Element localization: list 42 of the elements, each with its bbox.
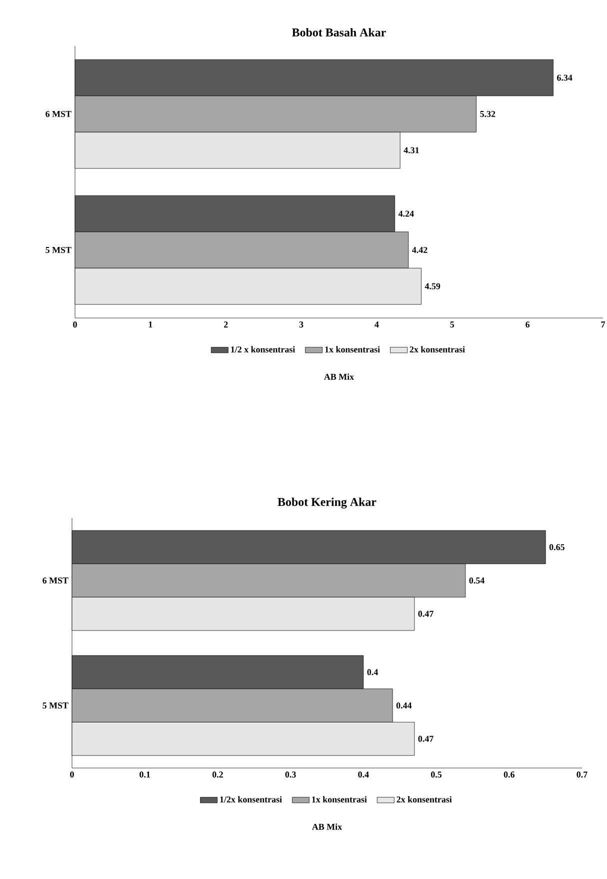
data-label: 4.24 [398,210,414,217]
x-tick-label: 0.4 [358,772,369,778]
x-tick-label: 7 [601,322,606,328]
data-label: 0.65 [549,544,564,550]
x-tick-label: 3 [299,322,304,328]
legend-label: 1/2 x konsentrasi [231,346,296,352]
x-tick-label: 2 [224,322,228,328]
x-axis-title: AB Mix [312,824,342,830]
y-tick-label: 6 MST [46,110,72,118]
data-label: 4.59 [424,283,440,290]
data-label: 0.54 [469,577,484,584]
x-tick-label: 1 [148,322,152,328]
data-label: 5.32 [480,110,496,118]
x-tick-label: 6 [526,322,530,328]
data-label: 0.44 [396,702,412,709]
y-tick-label: 6 MST [42,577,68,584]
legend-label: 1x konsentrasi [325,346,380,352]
chart-title: Bobot Kering Akar [278,498,376,508]
y-tick-label: 5 MST [42,702,68,709]
data-label: 4.42 [412,246,428,254]
legend-label: 2x konsentrasi [396,796,452,802]
x-tick-label: 4 [374,322,379,328]
x-tick-label: 0 [70,772,74,778]
chart-title: Bobot Basah Akar [292,28,386,36]
legend-label: 2x konsentrasi [410,346,465,352]
data-label: 0.47 [418,736,434,742]
legend-label: 1/2x konsentrasi [220,796,282,802]
x-tick-label: 5 [450,322,454,328]
x-tick-label: 0.3 [285,772,296,778]
data-label: 6.34 [557,74,572,81]
data-label: 0.4 [367,669,378,676]
x-tick-label: 0.6 [504,772,514,778]
data-label: 0.47 [418,610,434,617]
x-tick-label: 0.2 [212,772,223,778]
legend-label: 1x konsentrasi [312,796,367,802]
x-tick-label: 0.1 [140,772,150,778]
y-tick-label: 5 MST [46,246,72,254]
x-tick-label: 0.5 [431,772,442,778]
x-axis-title: AB Mix [324,374,354,380]
x-tick-label: 0 [73,322,77,328]
data-label: 4.31 [404,147,419,154]
x-tick-label: 0.7 [576,772,588,778]
